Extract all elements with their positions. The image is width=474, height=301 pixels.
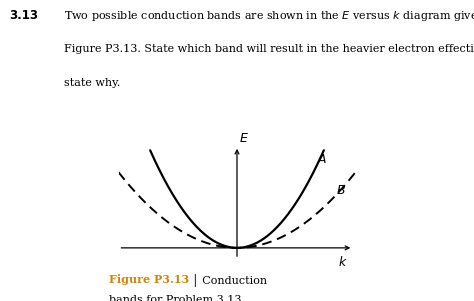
- Text: $B$: $B$: [337, 184, 346, 197]
- Text: bands for Problem 3.13.: bands for Problem 3.13.: [109, 295, 245, 301]
- Text: state why.: state why.: [64, 78, 120, 88]
- Text: $E$: $E$: [239, 132, 249, 145]
- Text: Figure P3.13. State which band will result in the heavier electron effective mas: Figure P3.13. State which band will resu…: [64, 44, 474, 54]
- Text: Two possible conduction bands are shown in the $E$ versus $k$ diagram given in: Two possible conduction bands are shown …: [64, 9, 474, 23]
- Text: 3.13: 3.13: [9, 9, 38, 22]
- Text: $k$: $k$: [338, 255, 348, 268]
- Text: $A$: $A$: [317, 153, 328, 166]
- Text: │ Conduction: │ Conduction: [192, 274, 267, 287]
- Text: Figure P3.13: Figure P3.13: [109, 274, 189, 285]
